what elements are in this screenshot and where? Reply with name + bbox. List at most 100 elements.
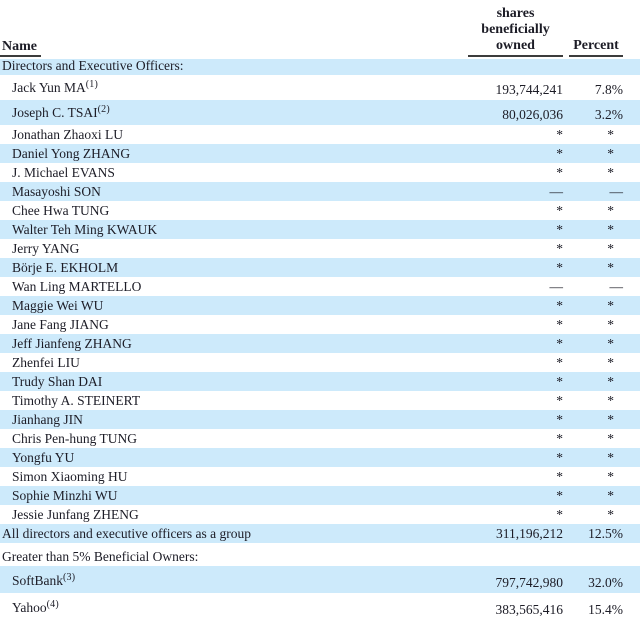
- owner-name: Wan Ling MARTELLO: [12, 279, 142, 294]
- row-percent-cell: *: [607, 412, 614, 427]
- owner-name: Börje E. EKHOLM: [12, 260, 119, 275]
- row-percent-cell: *: [607, 260, 614, 275]
- table-row: J. Michael EVANS * *: [0, 163, 640, 182]
- row-name-cell: Trudy Shan DAI: [0, 374, 423, 389]
- table-row: All directors and executive officers as …: [0, 524, 640, 543]
- row-percent-cell: —: [609, 184, 624, 199]
- table-row: Directors and Executive Officers:: [0, 58, 640, 75]
- row-percent-cell: *: [607, 298, 614, 313]
- row-name-cell: Walter Teh Ming KWAUK: [0, 222, 423, 237]
- row-shares-cell: *: [556, 450, 563, 465]
- row-shares-cell: *: [556, 412, 563, 427]
- owner-name: Directors and Executive Officers:: [2, 58, 184, 73]
- footnote-ref: (4): [46, 600, 59, 610]
- table-header: Name shares beneficially owned Percent: [0, 0, 640, 57]
- owner-name: Timothy A. STEINERT: [12, 393, 141, 408]
- row-shares-cell: 80,026,036: [502, 107, 563, 122]
- row-name-cell: Chee Hwa TUNG: [0, 203, 423, 218]
- row-percent-cell: *: [607, 222, 614, 237]
- row-name-cell: Joseph C. TSAI(2): [0, 105, 423, 122]
- owner-name: Simon Xiaoming HU: [12, 469, 128, 484]
- row-percent-cell: 3.2%: [594, 107, 623, 122]
- column-header-percent: Percent: [569, 38, 623, 57]
- table-row: Simon Xiaoming HU * *: [0, 467, 640, 486]
- row-name-cell: Jeff Jianfeng ZHANG: [0, 336, 423, 351]
- table-row: Greater than 5% Beneficial Owners:: [0, 543, 640, 566]
- row-shares-cell: 311,196,212: [496, 526, 563, 541]
- row-name-cell: Jane Fang JIANG: [0, 317, 423, 332]
- row-name-cell: Sophie Minzhi WU: [0, 488, 423, 503]
- owner-name: Chris Pen-hung TUNG: [12, 431, 138, 446]
- row-shares-cell: 797,742,980: [495, 575, 564, 590]
- table-row: Jessie Junfang ZHENG * *: [0, 505, 640, 524]
- row-name-cell: J. Michael EVANS: [0, 165, 423, 180]
- table-row: Yahoo(4) 383,565,416 15.4%: [0, 593, 640, 620]
- table-row: Sophie Minzhi WU * *: [0, 486, 640, 505]
- table-row: Yongfu YU * *: [0, 448, 640, 467]
- table-row: Börje E. EKHOLM * *: [0, 258, 640, 277]
- row-percent-cell: *: [607, 431, 614, 446]
- owner-name: Jianhang JIN: [12, 412, 83, 427]
- table-row: Chee Hwa TUNG * *: [0, 201, 640, 220]
- row-name-cell: SoftBank(3): [0, 573, 423, 590]
- owner-name: Yongfu YU: [12, 450, 75, 465]
- footnote-ref: (2): [97, 105, 110, 115]
- row-name-cell: Jessie Junfang ZHENG: [0, 507, 423, 522]
- row-percent-cell: *: [607, 336, 614, 351]
- owner-name: J. Michael EVANS: [12, 165, 115, 180]
- owner-name: Jerry YANG: [12, 241, 80, 256]
- row-name-cell: All directors and executive officers as …: [0, 526, 423, 541]
- table-body: Directors and Executive Officers: Jack Y…: [0, 58, 640, 620]
- column-header-shares: shares beneficially owned: [468, 6, 563, 57]
- row-shares-cell: *: [556, 393, 563, 408]
- table-row: Jeff Jianfeng ZHANG * *: [0, 334, 640, 353]
- row-percent-cell: *: [607, 393, 614, 408]
- table-row: Daniel Yong ZHANG * *: [0, 144, 640, 163]
- row-shares-cell: *: [556, 374, 563, 389]
- row-name-cell: Simon Xiaoming HU: [0, 469, 423, 484]
- row-shares-cell: *: [556, 298, 563, 313]
- owner-name: Masayoshi SON: [12, 184, 101, 199]
- owner-name: Walter Teh Ming KWAUK: [12, 222, 158, 237]
- table-row: SoftBank(3) 797,742,980 32.0%: [0, 566, 640, 593]
- owner-name: Daniel Yong ZHANG: [12, 146, 131, 161]
- row-shares-cell: *: [556, 260, 563, 275]
- row-name-cell: Chris Pen-hung TUNG: [0, 431, 423, 446]
- row-shares-cell: *: [556, 469, 563, 484]
- row-shares-cell: *: [556, 165, 563, 180]
- owner-name: Jonathan Zhaoxi LU: [12, 127, 123, 142]
- column-header-name: Name: [0, 39, 41, 57]
- owner-name: Jack Yun MA: [12, 80, 86, 95]
- row-name-cell: Yongfu YU: [0, 450, 423, 465]
- owner-name: Greater than 5% Beneficial Owners:: [2, 549, 199, 564]
- row-percent-cell: *: [607, 450, 614, 465]
- row-name-cell: Yahoo(4): [0, 600, 423, 617]
- row-name-cell: Jerry YANG: [0, 241, 423, 256]
- owner-name: Jessie Junfang ZHENG: [12, 507, 139, 522]
- table-row: Jack Yun MA(1) 193,744,241 7.8%: [0, 75, 640, 100]
- row-name-cell: Maggie Wei WU: [0, 298, 423, 313]
- row-percent-cell: 7.8%: [594, 82, 623, 97]
- row-name-cell: Jianhang JIN: [0, 412, 423, 427]
- row-name-cell: Jonathan Zhaoxi LU: [0, 127, 423, 142]
- owner-name: SoftBank: [12, 573, 64, 588]
- row-shares-cell: —: [549, 279, 564, 294]
- row-name-cell: Greater than 5% Beneficial Owners:: [0, 549, 423, 564]
- row-percent-cell: *: [607, 488, 614, 503]
- table-row: Wan Ling MARTELLO — —: [0, 277, 640, 296]
- owner-name: Sophie Minzhi WU: [12, 488, 118, 503]
- owner-name: Jane Fang JIANG: [12, 317, 109, 332]
- row-shares-cell: 383,565,416: [495, 602, 564, 617]
- row-percent-cell: *: [607, 355, 614, 370]
- row-name-cell: Jack Yun MA(1): [0, 80, 423, 97]
- table-row: Zhenfei LIU * *: [0, 353, 640, 372]
- row-percent-cell: 15.4%: [588, 602, 623, 617]
- row-name-cell: Masayoshi SON: [0, 184, 423, 199]
- table-row: Chris Pen-hung TUNG * *: [0, 429, 640, 448]
- row-shares-cell: 193,744,241: [495, 82, 564, 97]
- row-percent-cell: *: [607, 203, 614, 218]
- owner-name: Zhenfei LIU: [12, 355, 80, 370]
- owner-name: All directors and executive officers as …: [2, 526, 252, 541]
- row-name-cell: Börje E. EKHOLM: [0, 260, 423, 275]
